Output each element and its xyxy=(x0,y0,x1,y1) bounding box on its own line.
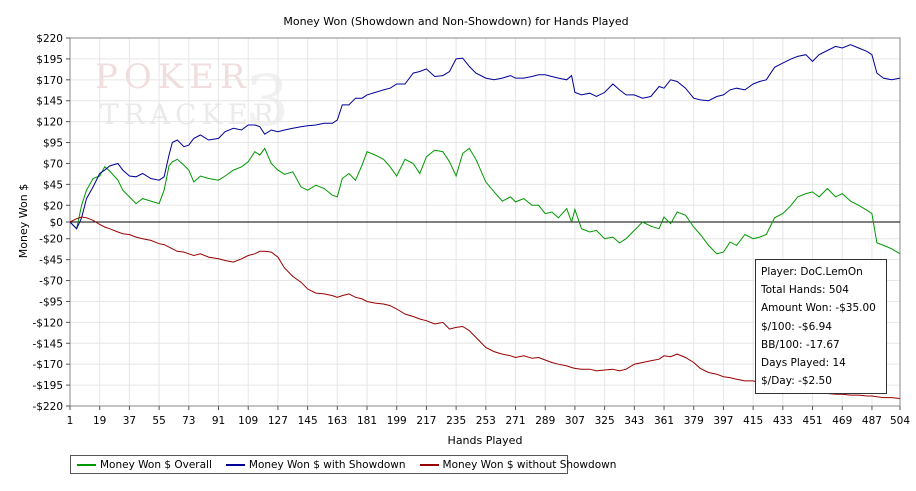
y-tick-label: -$45 xyxy=(39,255,63,267)
series-layer xyxy=(69,44,901,399)
stats-days-played: Days Played: 14 xyxy=(761,357,846,370)
x-tick-label: 307 xyxy=(565,415,585,427)
x-tick-label: 397 xyxy=(713,415,733,427)
x-tick-label: 73 xyxy=(182,415,195,427)
y-tick-label: -$95 xyxy=(39,296,63,308)
y-tick-label: $195 xyxy=(36,54,63,66)
y-tick-label: -$195 xyxy=(32,380,63,392)
legend-swatch-without-showdown xyxy=(419,463,439,466)
y-tick-label: -$70 xyxy=(39,276,63,288)
y-axis-ticks: $220 $195 $170 $145 $120 $95 $70 $45 $20 $0 -$20 -$… xyxy=(32,33,70,413)
x-tick-label: 127 xyxy=(268,415,288,427)
x-tick-label: 253 xyxy=(476,415,496,427)
stats-total-hands: Total Hands: 504 xyxy=(761,284,849,297)
y-tick-label: $170 xyxy=(36,75,63,87)
x-tick-label: 55 xyxy=(152,415,165,427)
x-tick-label: 289 xyxy=(535,415,555,427)
x-tick-label: 145 xyxy=(298,415,318,427)
x-tick-label: 433 xyxy=(773,415,793,427)
legend-swatch-with-showdown xyxy=(225,463,245,466)
legend-label-without-showdown: Money Won $ without Showdown xyxy=(442,458,617,471)
x-tick-label: 343 xyxy=(624,415,644,427)
x-tick-label: 1 xyxy=(67,415,74,427)
x-tick-label: 217 xyxy=(416,415,436,427)
y-tick-label: -$220 xyxy=(32,401,63,413)
legend-item-with-showdown: Money Won $ with Showdown xyxy=(225,458,406,471)
y-tick-label: $120 xyxy=(36,117,63,129)
chart-title: Money Won (Showdown and Non-Showdown) fo… xyxy=(283,15,628,28)
stats-player: Player: DoC.LemOn xyxy=(761,266,863,278)
y-tick-label: $145 xyxy=(36,96,63,108)
y-tick-label: $45 xyxy=(43,179,63,191)
legend-item-overall: Money Won $ Overall xyxy=(77,459,212,471)
y-tick-label: -$20 xyxy=(39,234,63,246)
x-tick-label: 415 xyxy=(743,415,763,427)
x-tick-label: 379 xyxy=(684,415,704,427)
y-tick-label: $95 xyxy=(43,138,63,150)
x-tick-label: 451 xyxy=(803,415,823,427)
pokertracker-watermark-logo: POKER TRACKER 3 xyxy=(95,57,290,142)
y-tick-label: $70 xyxy=(43,158,63,170)
stats-per-100: $/100: -$6.94 xyxy=(761,320,832,333)
stats-amount-won: Amount Won: -$35.00 xyxy=(761,302,876,315)
chart-legend: Money Won $ Overall Money Won $ with Sho… xyxy=(70,455,616,474)
x-tick-label: 199 xyxy=(387,415,407,427)
series-line-without-showdown xyxy=(69,216,901,399)
x-axis-ticks: 1 19 37 55 73 91 109 127 145 163 181 199 217 235 253 27… xyxy=(67,406,910,427)
stats-bb-per-100: BB/100: -17.67 xyxy=(761,338,840,351)
watermark-text-line1: POKER xyxy=(95,57,252,97)
y-tick-label: $0 xyxy=(50,217,63,229)
x-tick-label: 271 xyxy=(506,415,526,427)
x-tick-label: 504 xyxy=(890,415,910,427)
x-tick-label: 235 xyxy=(446,415,466,427)
y-tick-label: $220 xyxy=(36,33,63,45)
y-tick-label: -$170 xyxy=(32,359,63,371)
player-stats-box: Player: DoC.LemOn Total Hands: 504 Amoun… xyxy=(755,259,887,394)
x-tick-label: 361 xyxy=(654,415,674,427)
y-tick-label: $20 xyxy=(43,200,63,212)
y-axis-title: Money Won $ xyxy=(17,184,30,258)
series-line-with-showdown xyxy=(69,44,901,230)
y-tick-label: -$120 xyxy=(32,317,63,329)
stats-per-day: $/Day: -$2.50 xyxy=(761,375,832,388)
x-tick-label: 325 xyxy=(595,415,615,427)
legend-swatch-overall xyxy=(77,463,96,466)
y-tick-label: -$145 xyxy=(32,338,63,350)
x-tick-label: 19 xyxy=(93,415,106,427)
x-tick-label: 487 xyxy=(862,415,882,427)
series-line-overall xyxy=(69,147,901,255)
x-tick-label: 109 xyxy=(238,415,258,427)
legend-label-with-showdown: Money Won $ with Showdown xyxy=(248,458,406,471)
x-axis-title: Hands Played xyxy=(448,434,523,447)
x-tick-label: 91 xyxy=(212,415,225,427)
legend-item-without-showdown: Money Won $ without Showdown xyxy=(419,458,617,471)
x-tick-label: 469 xyxy=(832,415,852,427)
x-tick-label: 163 xyxy=(327,415,347,427)
x-tick-label: 37 xyxy=(123,415,136,427)
x-tick-label: 181 xyxy=(357,415,377,427)
legend-label-overall: Money Won $ Overall xyxy=(100,458,212,471)
